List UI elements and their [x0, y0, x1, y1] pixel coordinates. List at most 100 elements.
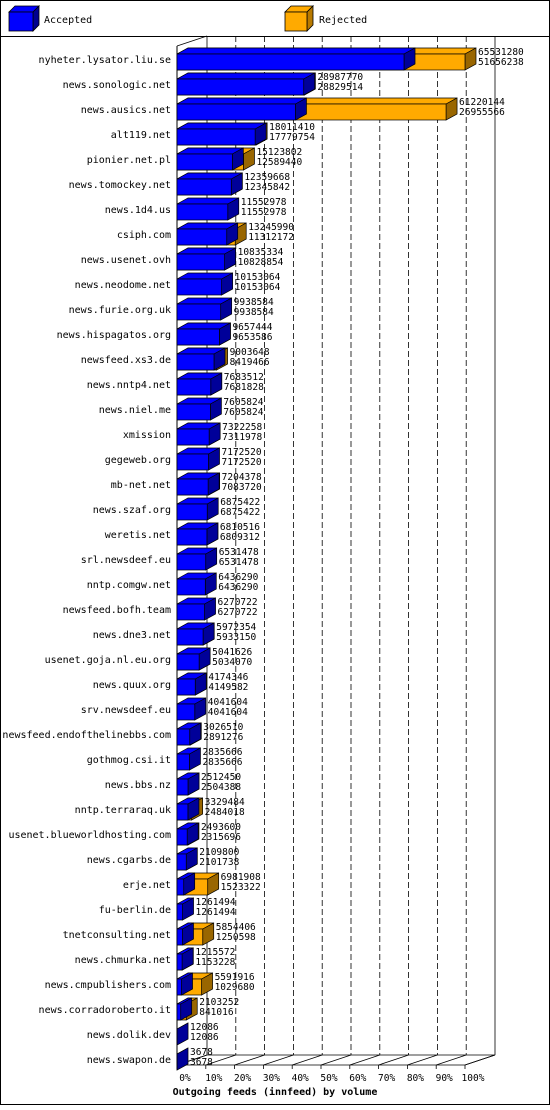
legend-label-accepted: Accepted [44, 15, 92, 26]
bar-accepted [177, 273, 233, 295]
legend-swatch-rejected [285, 6, 313, 31]
x-tick-label: 90% [436, 1073, 453, 1084]
category-label: pionier.net.pl [87, 155, 171, 166]
category-label: nntp.terraraq.uk [75, 805, 171, 816]
value-label-rejected: 7311978 [222, 432, 262, 443]
category-label: news.ausics.net [81, 105, 171, 116]
bar-accepted-front [177, 504, 207, 520]
category-label: news.hispagatos.org [57, 330, 171, 341]
bar-rejected-front [177, 629, 203, 645]
bar-rejected-front [177, 354, 214, 370]
value-label-rejected: 10153064 [235, 282, 281, 293]
bar-rejected-top [177, 123, 266, 129]
bar-rejected [177, 473, 219, 495]
bar-accepted-front [177, 204, 228, 220]
bar-rejected-front [177, 879, 184, 895]
bar-accepted [177, 398, 221, 420]
category-label: news.cgarbs.de [87, 855, 171, 866]
value-label-rejected: 5034070 [212, 657, 252, 668]
bar-rejected [177, 623, 214, 645]
bar-rejected [177, 148, 243, 170]
value-label-rejected: 1261494 [196, 907, 236, 918]
bar-accepted-front [177, 279, 222, 295]
value-label-rejected: 7605824 [223, 407, 263, 418]
bar-rejected-front [177, 379, 211, 395]
bar-rejected-front [177, 254, 225, 270]
category-label: news.tomockey.net [69, 180, 171, 191]
bar-rejected-front [177, 129, 255, 145]
bar-rejected-front [177, 854, 186, 870]
bar-rejected [177, 98, 306, 120]
category-label: newsfeed.xs3.de [81, 355, 171, 366]
bar-accepted-front [177, 754, 189, 770]
bar-rejected-front [177, 779, 188, 795]
x-tick-label: 100% [462, 1073, 485, 1084]
value-label-rejected: 10828854 [238, 257, 284, 268]
x-tick-label: 40% [292, 1073, 309, 1084]
category-label: news.quux.org [93, 680, 171, 691]
value-label-rejected: 2484018 [205, 807, 245, 818]
category-label: nntp.comgw.net [87, 580, 171, 591]
chart-title: Outgoing feeds (innfeed) by volume [173, 1086, 378, 1098]
value-label-rejected: 2504388 [201, 782, 241, 793]
value-label-rejected: 12589440 [256, 157, 302, 168]
category-label: usenet.blueworldhosting.com [8, 830, 171, 841]
bar-accepted-front [177, 704, 195, 720]
category-label: srv.newsdeef.eu [81, 705, 171, 716]
value-label-rejected: 51656238 [478, 57, 524, 68]
value-label-rejected: 6270722 [218, 607, 258, 618]
bar-rejected [177, 323, 230, 345]
value-label-rejected: 2891276 [203, 732, 243, 743]
value-label-rejected: 2315696 [201, 832, 241, 843]
value-label-rejected: 2835666 [202, 757, 242, 768]
value-label-rejected: 841016 [199, 1007, 234, 1018]
bar-rejected [177, 123, 266, 145]
bar-rejected-front [177, 529, 207, 545]
bar-rejected [177, 423, 220, 445]
value-label-rejected: 1029680 [215, 982, 255, 993]
bar-accepted-front [177, 404, 210, 420]
value-label-rejected: 11552978 [241, 207, 287, 218]
category-label: tnetconsulting.net [63, 930, 171, 941]
value-label-rejected: 9938584 [234, 307, 274, 318]
bar-rejected-front [177, 79, 304, 95]
legend-label-rejected: Rejected [319, 15, 367, 26]
value-label-rejected: 3678 [190, 1057, 213, 1068]
value-label-rejected: 6809312 [220, 532, 260, 543]
bar-rejected-front [177, 729, 190, 745]
value-label-rejected: 6875422 [220, 507, 260, 518]
category-label: news.nntp4.net [87, 380, 171, 391]
bar-accepted [177, 573, 216, 595]
legend-swatch-accepted [9, 6, 39, 31]
bar-accepted-front [177, 604, 205, 620]
x-tick-label: 10% [205, 1073, 222, 1084]
bar-rejected [177, 73, 315, 95]
bar-rejected-front [177, 154, 232, 170]
bar-accepted-front [177, 554, 206, 570]
category-label: news.furie.org.uk [69, 305, 171, 316]
bar-accepted [177, 598, 216, 620]
bar-rejected [177, 223, 238, 245]
bar-accepted-front [177, 579, 205, 595]
bar-rejected [177, 523, 218, 545]
bar-accepted [177, 298, 232, 320]
bar-rejected-front [177, 329, 219, 345]
value-label-rejected: 4149582 [208, 682, 248, 693]
bar-accepted [177, 498, 218, 520]
value-label-rejected: 9653586 [232, 332, 272, 343]
category-label: newsfeed.bofh.team [63, 605, 171, 616]
bar-accepted-front [177, 454, 209, 470]
bar-rejected-front [177, 804, 188, 820]
bar-rejected [177, 673, 206, 695]
value-label-rejected: 12086 [190, 1032, 219, 1043]
category-label: news.szaf.org [93, 505, 171, 516]
category-label: news.neodome.net [75, 280, 171, 291]
category-label: news.swapon.de [87, 1055, 171, 1066]
category-label: news.dne3.net [93, 630, 171, 641]
category-label: fu-berlin.de [99, 905, 171, 916]
bar-rejected [177, 373, 222, 395]
value-label-rejected: 1153228 [195, 957, 235, 968]
x-tick-label: 80% [407, 1073, 424, 1084]
